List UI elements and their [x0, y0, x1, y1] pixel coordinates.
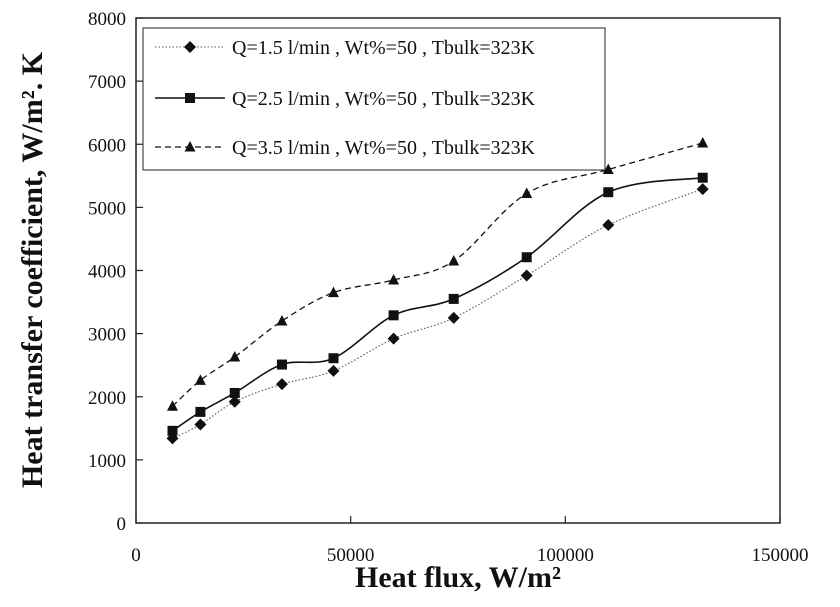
legend-item: Q=1.5 l/min , Wt%=50 , Tbulk=323K — [155, 37, 536, 59]
data-point — [697, 136, 709, 148]
data-point — [448, 293, 459, 304]
series-2 — [167, 172, 708, 436]
legend: Q=1.5 l/min , Wt%=50 , Tbulk=323K Q=2.5 l… — [142, 27, 606, 171]
legend-marker — [184, 141, 196, 152]
data-point — [328, 353, 339, 364]
data-point — [167, 425, 178, 436]
y-tick-label: 3000 — [88, 325, 126, 346]
legend-marker — [184, 41, 196, 53]
x-tick-label: 100000 — [537, 545, 594, 566]
y-axis-title: Heat transfer coefficient, W/m². K — [16, 51, 49, 488]
y-tick-label: 2000 — [88, 388, 126, 409]
data-point — [388, 273, 400, 285]
y-tick-label: 5000 — [88, 198, 126, 219]
data-point — [388, 310, 399, 321]
x-axis-ticks: 0 50000 100000 150000 — [131, 516, 809, 566]
data-point — [697, 172, 708, 183]
x-tick-label: 50000 — [327, 545, 375, 566]
y-tick-label: 8000 — [88, 9, 126, 30]
data-point — [228, 395, 241, 408]
data-point — [194, 374, 206, 385]
data-point — [448, 255, 460, 266]
series-line — [172, 142, 703, 407]
data-point — [195, 406, 206, 417]
data-point — [276, 315, 288, 326]
legend-box — [142, 27, 606, 171]
data-point — [602, 219, 615, 232]
y-tick-label: 7000 — [88, 72, 126, 93]
data-point — [327, 364, 340, 377]
series-line — [172, 188, 703, 439]
data-point — [327, 286, 339, 298]
y-tick-label: 1000 — [88, 451, 126, 472]
data-point — [521, 252, 532, 263]
legend-item: Q=2.5 l/min , Wt%=50 , Tbulk=323K — [155, 88, 536, 110]
y-axis-ticks: 0 1000 2000 3000 4000 5000 6000 7000 8000 — [88, 9, 143, 535]
x-tick-label: 0 — [131, 545, 141, 566]
legend-label: Q=3.5 l/min , Wt%=50 , Tbulk=323K — [232, 137, 536, 159]
x-tick-label: 150000 — [752, 545, 809, 566]
data-point — [696, 183, 709, 196]
legend-label: Q=2.5 l/min , Wt%=50 , Tbulk=323K — [232, 88, 536, 110]
data-point — [229, 387, 240, 398]
legend-marker — [185, 93, 195, 103]
data-point — [276, 359, 287, 370]
data-point — [275, 378, 288, 391]
y-tick-label: 0 — [117, 514, 127, 535]
y-tick-label: 4000 — [88, 262, 126, 283]
series-1 — [166, 183, 709, 445]
data-point — [447, 311, 460, 324]
series-3 — [166, 136, 709, 411]
data-point — [603, 187, 614, 198]
series-layer — [166, 136, 709, 445]
data-point — [194, 418, 207, 431]
data-point — [166, 400, 178, 411]
data-point — [387, 332, 400, 345]
data-point — [521, 187, 533, 198]
y-tick-label: 6000 — [88, 135, 126, 156]
legend-label: Q=1.5 l/min , Wt%=50 , Tbulk=323K — [232, 37, 536, 59]
data-point — [229, 350, 241, 362]
series-line — [172, 176, 703, 432]
data-point — [520, 269, 533, 282]
x-axis-title: Heat flux, W/m² — [355, 561, 561, 594]
data-point — [602, 163, 614, 174]
legend-item: Q=3.5 l/min , Wt%=50 , Tbulk=323K — [155, 137, 536, 159]
